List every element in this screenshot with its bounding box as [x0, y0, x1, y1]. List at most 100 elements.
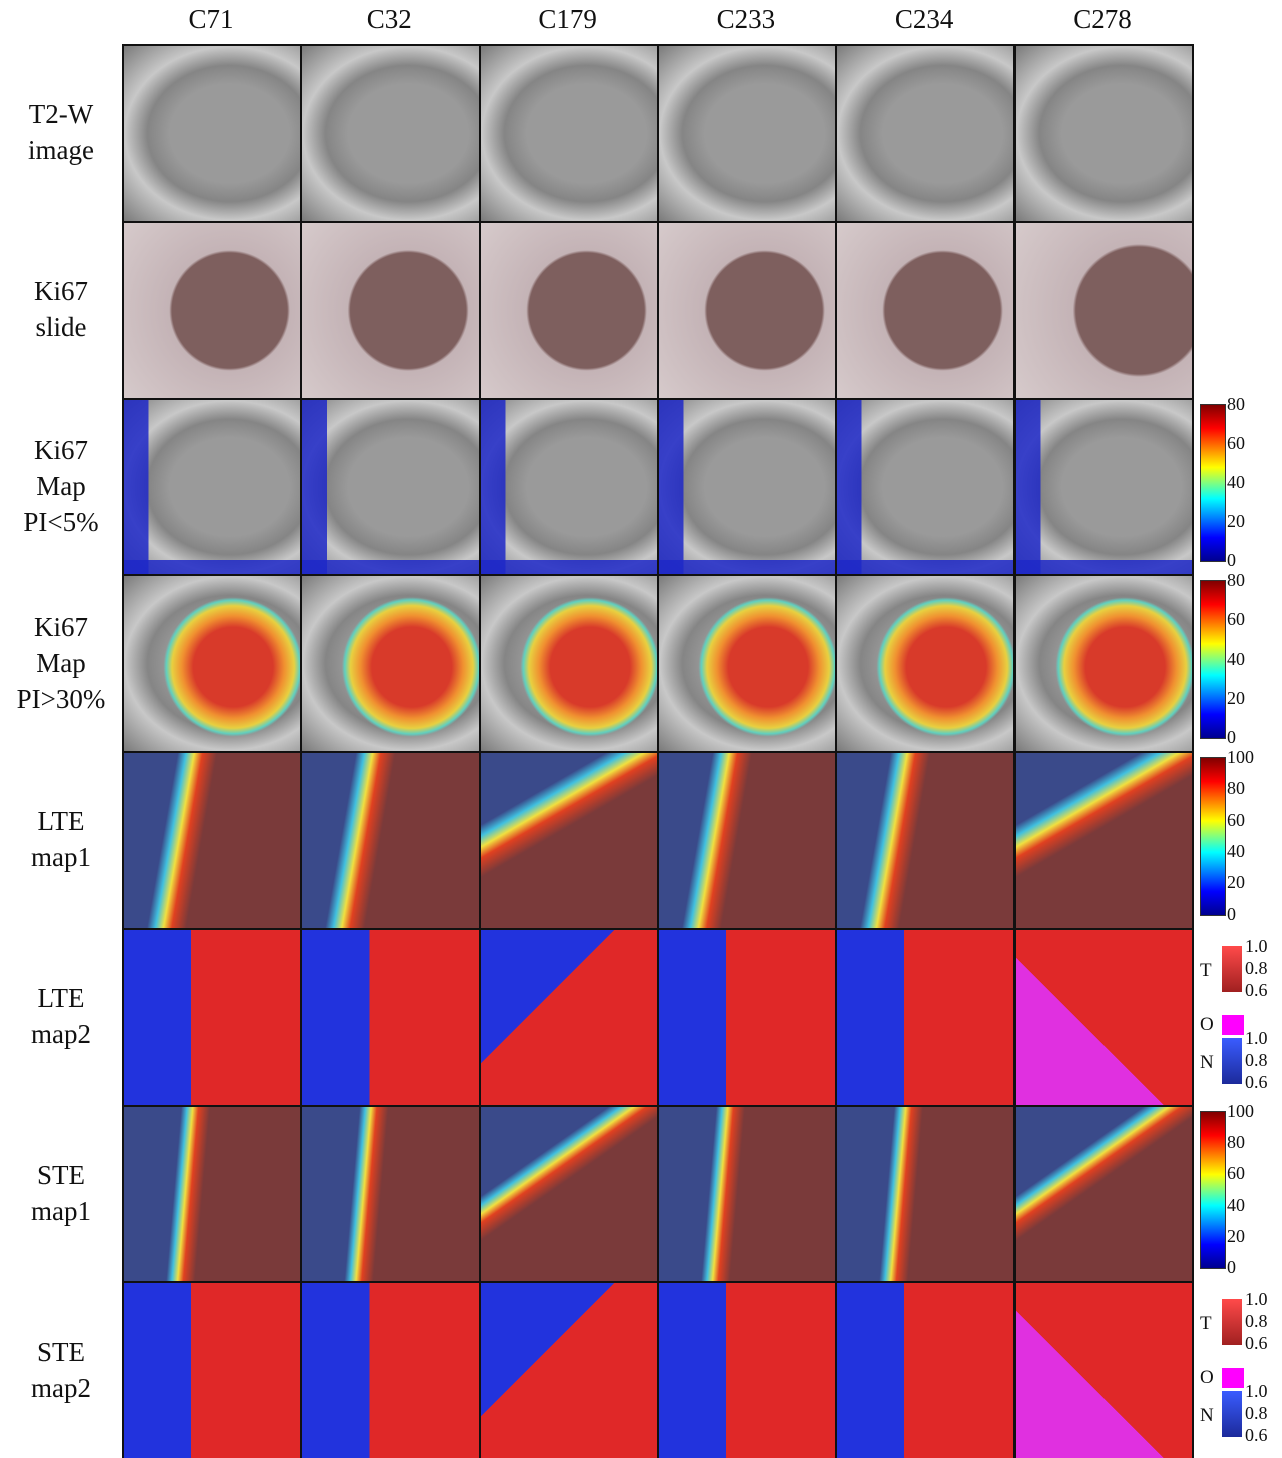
row-label-line: STE — [36, 1336, 85, 1367]
image-cell — [656, 927, 838, 1107]
image-cell — [122, 1104, 303, 1284]
row-label: Ki67 slide — [0, 273, 122, 345]
legend-swatch — [1222, 1014, 1244, 1035]
colorbar-tick: 40 — [1227, 1194, 1245, 1215]
row-label: T2-W image — [0, 96, 122, 168]
row-label: Ki67 Map PI>30% — [0, 609, 122, 717]
row-label-line: Map — [36, 647, 86, 678]
image-cell — [1013, 397, 1194, 577]
image-cell — [656, 1104, 838, 1284]
row-label-line: map1 — [31, 842, 91, 873]
image-cell — [300, 927, 481, 1107]
image-cell — [835, 574, 1016, 753]
colorbar-tick: 0 — [1227, 903, 1236, 924]
colorbar — [1200, 1110, 1226, 1270]
legend-key: O — [1200, 1367, 1214, 1389]
colorbar-tick: 0 — [1227, 550, 1236, 571]
colorbar-tick: 100 — [1227, 1100, 1254, 1121]
image-cell — [478, 397, 659, 577]
legend-tick: 0.8 — [1245, 1311, 1268, 1332]
image-cell — [478, 1104, 659, 1284]
legend-key: T — [1200, 1313, 1212, 1335]
column-header: C179 — [538, 4, 597, 34]
legend-tick: 0.6 — [1245, 1071, 1268, 1092]
colorbar-tick: 40 — [1227, 648, 1245, 669]
image-cell — [478, 44, 659, 223]
colorbar — [1200, 757, 1226, 916]
row-label-line: image — [28, 135, 94, 166]
image-cell — [1013, 751, 1194, 930]
image-cell — [122, 751, 303, 930]
legend-tick: 1.0 — [1245, 1027, 1268, 1048]
image-cell — [300, 574, 481, 753]
image-cell — [835, 751, 1016, 930]
image-cell — [300, 44, 481, 223]
legend-tick: 0.8 — [1245, 1049, 1268, 1070]
legend-key: T — [1200, 959, 1212, 981]
colorbar-tick: 40 — [1227, 841, 1245, 862]
row-label: STE map1 — [0, 1157, 122, 1229]
legend-bar — [1222, 1299, 1242, 1346]
image-cell — [1013, 927, 1194, 1107]
image-cell — [835, 397, 1016, 577]
colorbar-tick: 0 — [1227, 727, 1236, 747]
legend-tick: 0.6 — [1245, 1333, 1268, 1354]
legend-tick: 0.8 — [1245, 1403, 1268, 1424]
colorbar-tick: 0 — [1227, 1257, 1236, 1278]
image-cell — [1013, 574, 1194, 753]
colorbar-tick: 80 — [1227, 393, 1245, 414]
image-cell — [656, 397, 838, 577]
row-label-line: LTE — [37, 983, 85, 1014]
image-cell — [835, 220, 1016, 400]
image-cell — [300, 1104, 481, 1284]
image-cell — [300, 751, 481, 930]
colorbar-tick: 20 — [1227, 687, 1245, 708]
colorbar-tick: 60 — [1227, 432, 1245, 453]
column-header: C32 — [366, 4, 412, 34]
column-header: C278 — [1073, 4, 1132, 34]
colorbar-tick: 80 — [1227, 778, 1245, 799]
colorbar-tick: 60 — [1227, 609, 1245, 630]
image-cell — [656, 751, 838, 930]
image-cell — [122, 220, 303, 400]
legend-tick: 1.0 — [1245, 1289, 1268, 1310]
colorbar-tick: 100 — [1227, 747, 1254, 767]
colorbar-tick: 20 — [1227, 872, 1245, 893]
image-cell — [1013, 220, 1194, 400]
image-cell — [478, 1281, 659, 1458]
legend-bar — [1222, 945, 1242, 992]
image-cell — [122, 397, 303, 577]
row-label-line: map2 — [31, 1019, 91, 1050]
legend-swatch — [1222, 1368, 1244, 1389]
row-label-line: PI>30% — [16, 683, 106, 714]
image-cell — [300, 397, 481, 577]
image-cell — [835, 927, 1016, 1107]
row-label-line: Ki67 — [34, 434, 88, 465]
row-label-line: LTE — [37, 806, 85, 837]
legend-key: O — [1200, 1013, 1214, 1035]
image-cell — [478, 220, 659, 400]
image-cell — [1013, 44, 1194, 223]
legend-bar — [1222, 1391, 1242, 1438]
legend-key: N — [1200, 1051, 1214, 1073]
colorbar-tick: 80 — [1227, 1131, 1245, 1152]
legend-bar — [1222, 1037, 1242, 1084]
image-cell — [478, 574, 659, 753]
row-label-line: T2-W — [28, 99, 94, 130]
image-cell — [656, 44, 838, 223]
colorbar-tick: 60 — [1227, 809, 1245, 830]
legend-tick: 1.0 — [1245, 935, 1268, 956]
image-cell — [835, 1281, 1016, 1458]
row-label-line: Ki67 — [34, 276, 88, 307]
column-header: C234 — [894, 4, 954, 34]
row-label-line: slide — [35, 312, 87, 343]
legend-tick: 0.6 — [1245, 979, 1268, 1000]
legend-key: N — [1200, 1405, 1214, 1427]
colorbar — [1200, 403, 1226, 563]
image-cell — [656, 220, 838, 400]
image-cell — [835, 1104, 1016, 1284]
image-cell — [1013, 1104, 1194, 1284]
colorbar-tick: 20 — [1227, 511, 1245, 532]
image-cell — [122, 1281, 303, 1458]
image-cell — [656, 574, 838, 753]
